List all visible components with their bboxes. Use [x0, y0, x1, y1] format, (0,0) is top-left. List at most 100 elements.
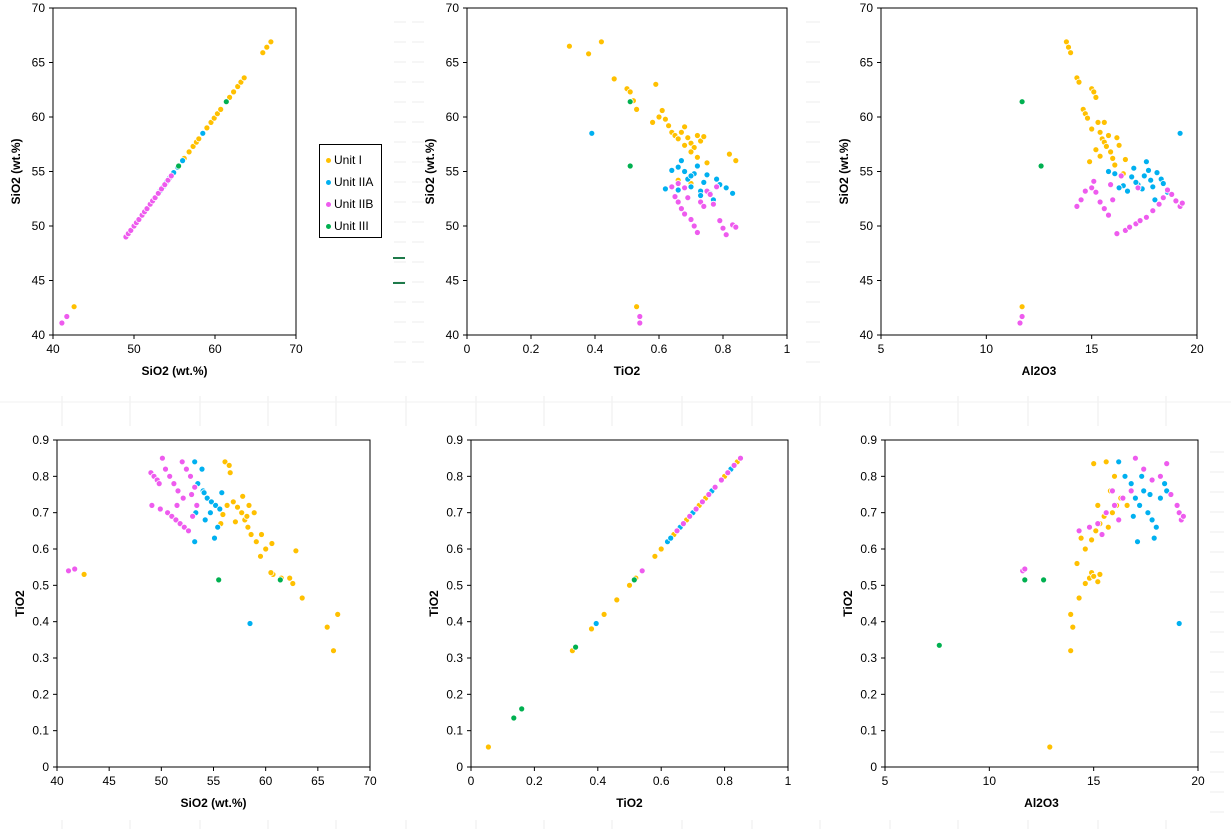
data-point-unit-iib: [1168, 190, 1176, 198]
data-point-unit-i: [292, 547, 300, 555]
data-point-unit-iib: [705, 491, 713, 498]
y-tick-label: 40: [860, 328, 874, 342]
x-tick-label: 10: [983, 774, 997, 788]
x-axis-title: Al2O3: [1024, 796, 1059, 810]
data-point-unit-i: [1046, 743, 1054, 751]
data-point-unit-iib: [1180, 512, 1187, 520]
y-axis-title: TiO2: [427, 590, 441, 617]
data-point-unit-i: [566, 42, 573, 50]
x-tick-label: 50: [127, 342, 141, 356]
data-point-unit-i: [1094, 501, 1102, 509]
data-point-unit-i: [1067, 611, 1075, 618]
data-point-unit-iib: [1100, 205, 1108, 213]
data-point-unit-i: [226, 469, 234, 477]
x-tick-label: 1: [784, 342, 791, 356]
data-point-unit-iib: [636, 313, 644, 320]
legend: Unit I Unit IIA Unit IIB Unit III: [319, 144, 382, 238]
x-tick-label: 0.4: [587, 342, 604, 356]
y-axis-title: SiO2 (wt.%): [423, 138, 437, 204]
y-tick-label: 50: [446, 219, 460, 233]
y-tick-label: 40: [446, 328, 460, 342]
data-point-unit-iii: [1037, 162, 1045, 170]
y-tick-label: 0.2: [860, 687, 877, 701]
x-tick-label: 0.8: [716, 774, 733, 788]
y-tick-label: 0.6: [32, 542, 49, 556]
data-point-unit-i: [80, 571, 88, 578]
data-point-unit-iib: [718, 476, 725, 484]
scatter-chart-6: 5 10 15 20 0 0.1 0.2 0.3 0.4 0.5 0.6 0.7 0.8 0.9 Al2O3…: [841, 433, 1205, 810]
data-point-unit-iib: [1127, 487, 1135, 495]
data-point-unit-i: [700, 133, 708, 141]
data-point-unit-i: [626, 581, 633, 589]
data-point-unit-i: [600, 611, 608, 618]
data-point-unit-iia: [1134, 538, 1141, 546]
data-point-unit-iia: [1124, 187, 1131, 195]
legend-item-unit-i: Unit I: [326, 150, 362, 170]
data-point-unit-iib: [638, 567, 646, 575]
x-tick-label: 70: [363, 774, 377, 788]
data-point-unit-i: [694, 153, 701, 161]
data-point-unit-iib: [1143, 213, 1150, 221]
data-point-unit-iia: [1152, 523, 1160, 531]
data-point-unit-iib: [737, 454, 744, 462]
data-point-unit-iib: [692, 505, 700, 513]
data-point-unit-iib: [674, 198, 682, 206]
data-point-unit-i: [651, 552, 659, 560]
data-point-unit-iib: [174, 487, 182, 495]
y-tick-label: 0.7: [860, 506, 877, 520]
data-point-unit-i: [185, 148, 193, 156]
y-tick-label: 55: [32, 165, 46, 179]
legend-marker-icon: [326, 202, 331, 208]
data-point-unit-iib: [58, 319, 66, 327]
data-point-unit-iib: [1148, 476, 1156, 484]
data-point-unit-iia: [592, 620, 600, 627]
data-point-unit-i: [613, 596, 621, 604]
data-point-unit-iia: [662, 185, 669, 193]
data-point-unit-iia: [1128, 173, 1136, 181]
data-point-unit-iib: [155, 480, 163, 488]
data-point-unit-iib: [1105, 211, 1112, 219]
legend-label: Unit III: [334, 219, 369, 233]
data-point-unit-iib: [1098, 531, 1106, 538]
data-point-unit-iib: [1075, 527, 1083, 535]
data-point-unit-i: [286, 574, 294, 582]
legend-marker-icon: [326, 158, 331, 164]
y-tick-label: 70: [446, 1, 460, 15]
x-axis-title: SiO2 (wt.%): [180, 796, 246, 810]
data-point-unit-iia: [722, 184, 730, 192]
y-tick-label: 0.2: [32, 687, 49, 701]
scatter-chart-2: 0 0.2 0.4 0.6 0.8 1 40 45 50 55 60 65 70 TiO2 SiO2 (wt…: [423, 1, 791, 378]
data-point-unit-iib: [162, 465, 169, 473]
data-point-unit-iib: [63, 313, 71, 320]
data-point-unit-iib: [185, 527, 192, 535]
data-point-unit-iia: [199, 129, 207, 137]
data-point-unit-iib: [684, 194, 692, 202]
data-point-unit-iib: [711, 483, 719, 491]
data-point-unit-i: [1092, 146, 1100, 154]
y-axis-title: TiO2: [13, 590, 27, 617]
y-tick-label: 0.8: [446, 469, 463, 483]
data-point-unit-i: [244, 523, 252, 531]
x-tick-label: 0.6: [653, 774, 670, 788]
data-point-unit-iia: [203, 494, 211, 502]
x-tick-label: 5: [882, 774, 889, 788]
data-point-unit-i: [1113, 134, 1121, 142]
data-point-unit-iii: [215, 576, 223, 584]
legend-label: Unit IIB: [334, 197, 374, 211]
data-point-unit-iia: [1175, 620, 1183, 627]
data-point-unit-i: [1100, 119, 1108, 126]
data-point-unit-iia: [179, 157, 187, 165]
y-axis-title: SiO2 (wt.%): [837, 138, 851, 204]
data-point-unit-i: [1075, 78, 1083, 86]
data-point-unit-iib: [180, 523, 188, 531]
data-point-unit-i: [1090, 572, 1098, 580]
data-point-unit-iib: [1077, 196, 1085, 204]
data-point-unit-iib: [706, 190, 714, 198]
data-point-unit-iia: [687, 172, 695, 180]
y-tick-label: 0: [42, 760, 49, 774]
data-point-unit-iib: [172, 516, 180, 524]
data-point-unit-iib: [189, 512, 197, 520]
data-point-unit-iib: [1073, 202, 1081, 210]
data-point-unit-iii: [572, 643, 579, 651]
data-point-unit-i: [652, 80, 660, 88]
